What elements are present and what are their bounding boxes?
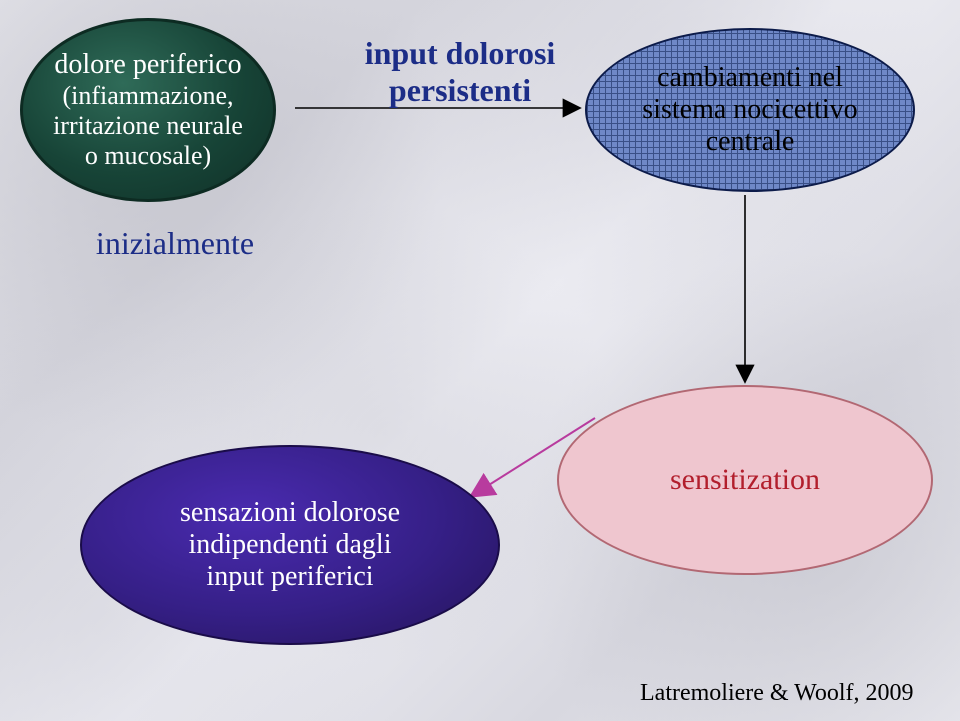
text-t_ref: Latremoliere & Woolf, 2009	[640, 680, 960, 708]
node-n4: sensitization	[557, 385, 933, 575]
text-t_iniz: inizialmente	[65, 225, 285, 262]
text-t_input: input dolorosipersistenti	[340, 35, 580, 109]
diagram-stage: dolore periferico(infiammazione,irritazi…	[0, 0, 960, 721]
node-n1: dolore periferico(infiammazione,irritazi…	[20, 18, 276, 202]
node-n3: sensazioni doloroseindipendenti dagliinp…	[80, 445, 500, 645]
node-n2: cambiamenti nelsistema nocicettivocentra…	[585, 28, 915, 192]
